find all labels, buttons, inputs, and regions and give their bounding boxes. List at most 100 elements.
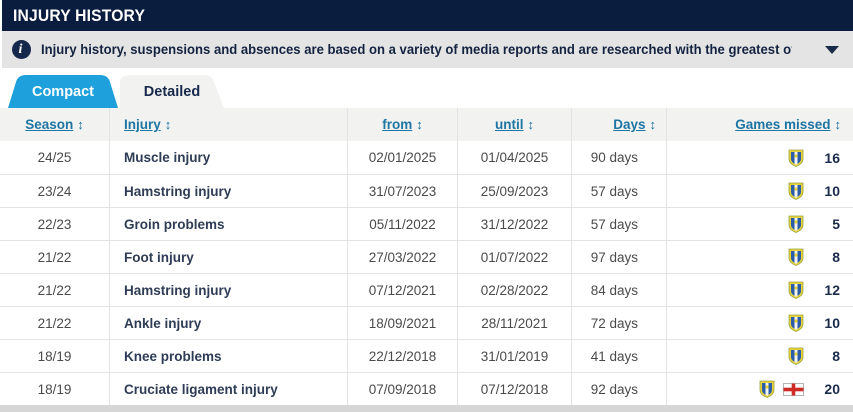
until-date-cell: 31/01/2019 [458, 340, 572, 372]
column-header-from: from ↕ [348, 108, 458, 141]
season-cell: 23/24 [0, 175, 110, 207]
badge-group [788, 314, 804, 332]
games-missed-cell: 12 [667, 274, 853, 306]
days-cell: 57 days [572, 208, 667, 240]
page-title: INJURY HISTORY [13, 5, 146, 25]
injury-name: Groin problems [124, 216, 225, 232]
view-tabs: Compact Detailed [0, 68, 853, 108]
table-row: 18/19 Cruciate ligament injury 07/09/201… [0, 372, 853, 405]
column-header-until: until ↕ [458, 108, 572, 141]
badge-group [788, 215, 804, 233]
tab-compact[interactable]: Compact [8, 75, 118, 108]
from-date-cell: 27/03/2022 [348, 241, 458, 273]
days-cell: 84 days [572, 274, 667, 306]
club-badge-icon[interactable] [788, 281, 804, 299]
injury-name: Knee problems [124, 348, 222, 364]
club-badge-icon[interactable] [788, 314, 804, 332]
season-cell: 18/19 [0, 373, 110, 405]
injury-cell: Foot injury [110, 241, 348, 273]
info-disclaimer-text: Injury history, suspensions and absences… [41, 42, 792, 57]
injury-cell: Hamstring injury [110, 175, 348, 207]
until-date-cell: 01/04/2025 [458, 141, 572, 174]
sort-icon[interactable]: ↕ [416, 117, 423, 132]
from-date-cell: 05/11/2022 [348, 208, 458, 240]
until-date-cell: 28/11/2021 [458, 307, 572, 339]
club-badge-icon[interactable] [788, 215, 804, 233]
injury-cell: Cruciate ligament injury [110, 373, 348, 405]
games-missed-count: 10 [824, 315, 840, 331]
days-cell: 41 days [572, 340, 667, 372]
injury-name: Foot injury [124, 249, 194, 265]
games-missed-count: 8 [832, 249, 840, 265]
sort-from-link[interactable]: from [382, 117, 413, 132]
season-cell: 18/19 [0, 340, 110, 372]
column-header-injury: Injury ↕ [110, 108, 348, 141]
until-date-cell: 31/12/2022 [458, 208, 572, 240]
games-missed-count: 5 [832, 216, 840, 232]
season-cell: 21/22 [0, 274, 110, 306]
column-header-days: Days ↕ [572, 108, 667, 141]
sort-season-link[interactable]: Season [25, 117, 74, 132]
season-cell: 22/23 [0, 208, 110, 240]
column-header-games-missed: Games missed ↕ [667, 108, 853, 141]
table-header-row: Season ↕ Injury ↕ from ↕ until ↕ Days ↕ … [0, 108, 853, 141]
sort-icon[interactable]: ↕ [649, 117, 657, 132]
badge-group [759, 380, 804, 398]
until-date-cell: 07/12/2018 [458, 373, 572, 405]
badge-group [788, 281, 804, 299]
table-row: 18/19 Knee problems 22/12/2018 31/01/201… [0, 339, 853, 372]
sort-icon[interactable]: ↕ [164, 117, 172, 132]
table-row: 21/22 Foot injury 27/03/2022 01/07/2022 … [0, 240, 853, 273]
info-disclaimer-bar: i Injury history, suspensions and absenc… [0, 31, 853, 68]
sort-days-link[interactable]: Days [613, 117, 646, 132]
club-badge-icon[interactable] [788, 182, 804, 200]
sort-injury-link[interactable]: Injury [124, 117, 161, 132]
games-missed-count: 16 [824, 149, 840, 166]
club-badge-icon[interactable] [788, 248, 804, 266]
days-cell: 57 days [572, 175, 667, 207]
info-icon: i [12, 40, 31, 59]
table-row: 21/22 Hamstring injury 07/12/2021 02/28/… [0, 273, 853, 306]
injury-cell: Groin problems [110, 208, 348, 240]
widget-title-bar: INJURY HISTORY [0, 0, 853, 31]
badge-group [788, 248, 804, 266]
caret-down-icon[interactable] [825, 45, 839, 54]
injury-cell: Ankle injury [110, 307, 348, 339]
tab-detailed-label: Detailed [143, 83, 201, 100]
sort-until-link[interactable]: until [495, 117, 524, 132]
england-flag-icon[interactable] [783, 382, 804, 396]
club-badge-icon[interactable] [788, 149, 804, 167]
days-cell: 72 days [572, 307, 667, 339]
games-missed-count: 8 [832, 348, 840, 364]
badge-group [788, 182, 804, 200]
injury-cell: Muscle injury [110, 141, 348, 174]
days-cell: 92 days [572, 373, 667, 405]
club-badge-icon[interactable] [759, 380, 775, 398]
from-date-cell: 07/09/2018 [348, 373, 458, 405]
games-missed-count: 20 [824, 381, 840, 397]
games-missed-count: 10 [824, 183, 840, 199]
sort-icon[interactable]: ↕ [527, 117, 535, 132]
injury-name: Hamstring injury [124, 183, 232, 199]
sort-icon[interactable]: ↕ [77, 117, 84, 132]
season-cell: 21/22 [0, 241, 110, 273]
from-date-cell: 02/01/2025 [348, 141, 458, 174]
games-missed-cell: 20 [667, 373, 853, 405]
column-header-season: Season ↕ [0, 108, 110, 141]
club-badge-icon[interactable] [788, 347, 804, 365]
injury-name: Hamstring injury [124, 282, 232, 298]
sort-icon[interactable]: ↕ [834, 117, 842, 132]
table-row: 23/24 Hamstring injury 31/07/2023 25/09/… [0, 174, 853, 207]
tab-compact-label: Compact [31, 83, 95, 100]
tab-detailed[interactable]: Detailed [120, 75, 224, 108]
days-cell: 90 days [572, 141, 667, 174]
badge-group [788, 347, 804, 365]
sort-games-missed-link[interactable]: Games missed [735, 117, 831, 132]
days-cell: 97 days [572, 241, 667, 273]
table-body: 24/25 Muscle injury 02/01/2025 01/04/202… [0, 141, 853, 405]
games-missed-cell: 10 [667, 307, 853, 339]
games-missed-cell: 8 [667, 241, 853, 273]
widget-bottom-strip [0, 405, 853, 412]
games-missed-cell: 10 [667, 175, 853, 207]
